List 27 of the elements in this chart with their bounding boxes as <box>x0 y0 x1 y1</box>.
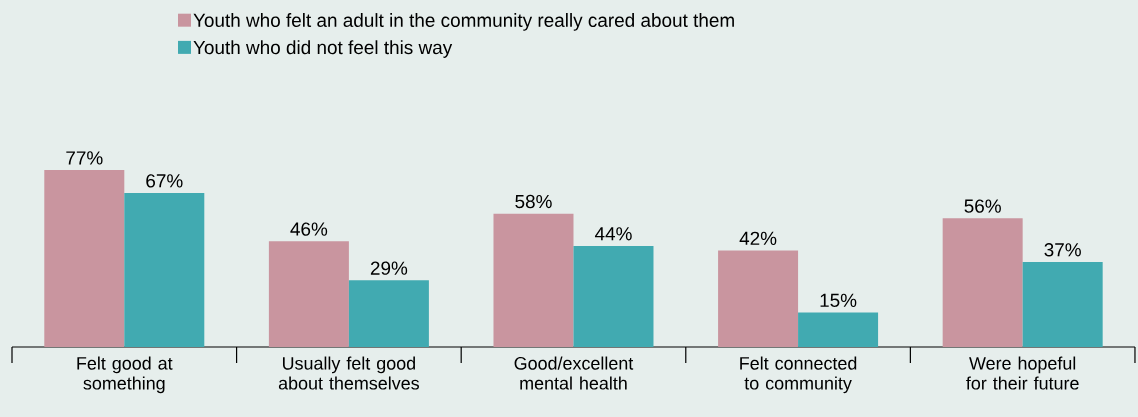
bar <box>348 280 429 347</box>
x-tick-label: Felt good at something <box>77 356 173 394</box>
legend-label: Youth who did not feel this way <box>193 40 453 58</box>
bar <box>718 250 799 347</box>
legend-label: Youth who felt an adult in the community really cared about them <box>193 13 734 31</box>
data-label: 58% <box>515 194 552 209</box>
data-label: 37% <box>1044 243 1081 257</box>
data-label: 29% <box>370 261 408 275</box>
bar <box>942 218 1023 347</box>
data-label: 44% <box>594 227 632 241</box>
data-label: 77% <box>66 151 103 165</box>
data-label: 56% <box>964 199 1001 213</box>
data-label: 67% <box>146 174 183 188</box>
bar <box>44 170 125 347</box>
bar <box>573 245 654 347</box>
x-tick-label: Felt connected to community <box>740 356 857 394</box>
data-label: 42% <box>739 231 777 245</box>
x-tick-label: Good/excellent mental health <box>514 356 634 390</box>
x-tick-label: Usually felt good about themselves <box>278 356 419 390</box>
data-label: 46% <box>290 222 328 236</box>
bar <box>1022 261 1103 347</box>
bar <box>798 312 879 347</box>
bar <box>124 193 205 347</box>
x-tick-label: Were hopeful for their future <box>966 356 1079 390</box>
bar <box>268 241 349 347</box>
bar <box>493 213 574 347</box>
data-label: 15% <box>820 293 857 308</box>
